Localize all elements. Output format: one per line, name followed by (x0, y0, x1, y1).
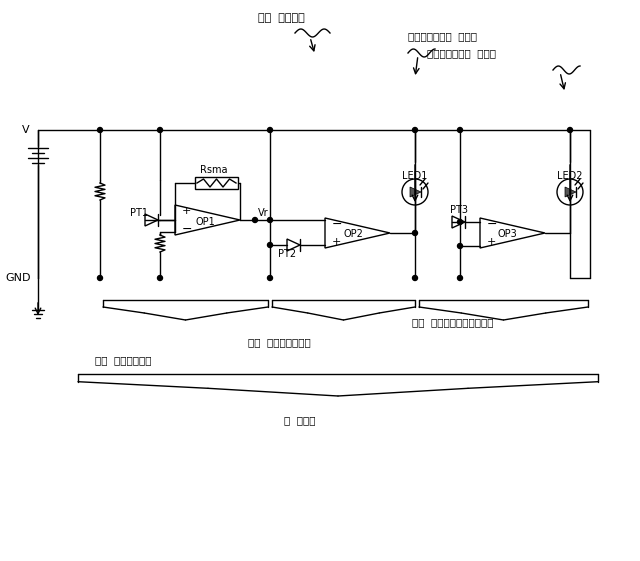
Circle shape (458, 275, 463, 280)
Circle shape (557, 179, 583, 205)
Circle shape (157, 127, 163, 132)
Text: ９ｃ  温度上昇検知用比較器: ９ｃ 温度上昇検知用比較器 (412, 317, 493, 327)
Circle shape (413, 231, 417, 236)
Text: OP1: OP1 (196, 217, 216, 227)
Bar (195, 177, 238, 189)
Polygon shape (480, 218, 545, 248)
Text: −: − (332, 218, 342, 231)
Circle shape (268, 275, 273, 280)
Circle shape (97, 275, 102, 280)
Text: +: + (487, 237, 497, 247)
Circle shape (458, 219, 463, 224)
Circle shape (413, 275, 417, 280)
Polygon shape (452, 216, 465, 228)
Text: １１ａ（１１）  警報部: １１ａ（１１） 警報部 (408, 31, 477, 41)
Circle shape (97, 127, 102, 132)
Polygon shape (565, 187, 576, 197)
Polygon shape (410, 187, 421, 197)
Text: +: + (182, 206, 191, 216)
Text: ９ａ  非反転増幅器: ９ａ 非反転増幅器 (95, 355, 152, 365)
Polygon shape (325, 218, 390, 248)
Circle shape (268, 127, 273, 132)
Text: ９  検知部: ９ 検知部 (284, 415, 316, 425)
Text: １０  検知回路: １０ 検知回路 (258, 13, 305, 23)
Text: −: − (182, 223, 193, 236)
Circle shape (458, 243, 463, 249)
Text: +: + (332, 237, 341, 247)
Text: −: − (487, 218, 497, 231)
Text: LED2: LED2 (557, 171, 582, 181)
Text: Vr: Vr (258, 208, 269, 218)
Polygon shape (287, 239, 300, 251)
Circle shape (413, 127, 417, 132)
Circle shape (253, 218, 257, 223)
Text: PT1: PT1 (130, 208, 148, 218)
Circle shape (568, 127, 573, 132)
Circle shape (268, 242, 273, 247)
Text: OP2: OP2 (343, 229, 363, 239)
Text: PT3: PT3 (450, 205, 468, 215)
Text: V: V (22, 125, 29, 135)
Text: １１ｂ（１１）  警報部: １１ｂ（１１） 警報部 (427, 48, 496, 58)
Text: ９ｂ  歪検知用比較器: ９ｂ 歪検知用比較器 (248, 337, 311, 347)
Text: LED1: LED1 (402, 171, 428, 181)
Circle shape (268, 218, 273, 223)
Circle shape (402, 179, 428, 205)
Polygon shape (145, 214, 158, 226)
Text: GND: GND (5, 273, 31, 283)
Polygon shape (175, 205, 240, 235)
Text: Rsma: Rsma (200, 165, 227, 175)
Text: PT2: PT2 (278, 249, 296, 259)
Circle shape (458, 127, 463, 132)
Circle shape (157, 275, 163, 280)
Text: OP3: OP3 (498, 229, 518, 239)
